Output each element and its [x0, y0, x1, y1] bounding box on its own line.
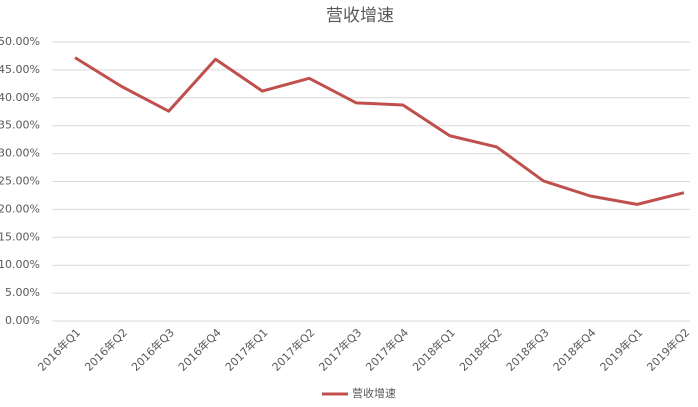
- y-tick-label: 5.00%: [5, 286, 40, 299]
- x-tick-label: 2017年Q1: [222, 325, 271, 374]
- y-tick-label: 50.00%: [0, 35, 40, 48]
- y-tick-label: 25.00%: [0, 175, 40, 188]
- x-tick-label: 2018年Q4: [550, 325, 599, 374]
- y-tick-label: 20.00%: [0, 202, 40, 215]
- y-tick-label: 0.00%: [5, 314, 40, 327]
- x-tick-label: 2019年Q2: [644, 325, 693, 374]
- y-tick-label: 30.00%: [0, 147, 40, 160]
- x-tick-label: 2018年Q3: [503, 325, 552, 374]
- x-tick-label: 2017年Q4: [363, 325, 412, 374]
- x-tick-label: 2016年Q3: [128, 325, 177, 374]
- chart-title: 营收增速: [326, 6, 394, 26]
- x-tick-label: 2016年Q4: [175, 325, 224, 374]
- x-tick-label: 2018年Q2: [456, 325, 505, 374]
- y-tick-label: 40.00%: [0, 91, 40, 104]
- data-line: [74, 56, 685, 206]
- x-tick-label: 2017年Q3: [316, 325, 365, 374]
- x-tick-label: 2016年Q2: [82, 325, 131, 374]
- y-tick-label: 10.00%: [0, 258, 40, 271]
- x-tick-label: 2016年Q1: [35, 325, 84, 374]
- x-tick-label: 2019年Q1: [597, 325, 646, 374]
- y-tick-label: 45.00%: [0, 63, 40, 76]
- legend-label: 营收增速: [352, 386, 396, 400]
- x-tick-label: 2018年Q1: [409, 325, 458, 374]
- y-tick-label: 35.00%: [0, 119, 40, 132]
- x-tick-label: 2017年Q2: [269, 325, 318, 374]
- y-tick-label: 15.00%: [0, 230, 40, 243]
